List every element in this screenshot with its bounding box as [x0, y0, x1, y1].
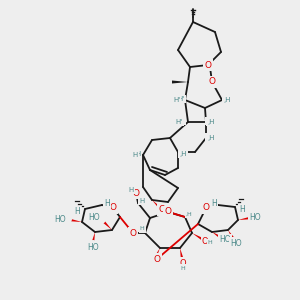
- Polygon shape: [172, 80, 188, 83]
- Text: H': H': [177, 96, 184, 102]
- Text: H': H': [173, 97, 180, 103]
- Text: O: O: [158, 206, 166, 214]
- Text: ,H: ,H: [223, 97, 231, 103]
- Text: H: H: [133, 152, 138, 158]
- Text: ,H: ,H: [223, 96, 231, 102]
- Text: H: H: [128, 187, 134, 193]
- Text: HO: HO: [230, 238, 242, 247]
- Text: O: O: [154, 254, 160, 263]
- Circle shape: [164, 208, 172, 216]
- Polygon shape: [228, 230, 234, 239]
- Text: HO: HO: [249, 212, 261, 221]
- Text: H: H: [208, 241, 212, 245]
- Circle shape: [202, 204, 210, 212]
- Text: O: O: [164, 208, 172, 217]
- Text: O: O: [110, 203, 116, 212]
- Polygon shape: [192, 233, 202, 240]
- Circle shape: [153, 255, 161, 263]
- Text: O: O: [208, 77, 215, 86]
- Text: HO: HO: [87, 242, 99, 251]
- Text: H: H: [104, 199, 110, 208]
- Polygon shape: [162, 209, 185, 217]
- Text: ,H: ,H: [207, 135, 215, 141]
- Text: HO: HO: [88, 214, 100, 223]
- Text: ,H: ,H: [179, 151, 187, 157]
- Circle shape: [158, 206, 166, 214]
- Text: O: O: [205, 61, 212, 70]
- Circle shape: [109, 204, 117, 212]
- Circle shape: [204, 61, 212, 69]
- Text: ,H: ,H: [207, 119, 215, 125]
- Text: O: O: [180, 259, 186, 268]
- Text: O: O: [202, 236, 208, 245]
- Polygon shape: [154, 248, 160, 259]
- Text: O: O: [133, 188, 140, 197]
- Text: O: O: [202, 203, 209, 212]
- Text: H: H: [211, 199, 217, 208]
- Polygon shape: [70, 219, 82, 222]
- Text: ,H: ,H: [186, 212, 192, 217]
- Text: H': H': [178, 118, 185, 124]
- Text: H: H: [74, 208, 80, 217]
- Circle shape: [179, 257, 187, 265]
- Text: H: H: [140, 198, 145, 204]
- Text: H': H': [176, 119, 183, 125]
- Circle shape: [88, 240, 98, 250]
- Polygon shape: [238, 217, 250, 220]
- Polygon shape: [180, 248, 183, 258]
- Circle shape: [230, 237, 240, 247]
- Circle shape: [96, 214, 106, 224]
- Text: O: O: [130, 229, 136, 238]
- Circle shape: [62, 214, 72, 224]
- Text: H: H: [135, 151, 141, 157]
- Text: HO: HO: [54, 214, 66, 224]
- Polygon shape: [103, 221, 112, 230]
- Circle shape: [129, 229, 137, 237]
- Text: ,H: ,H: [206, 118, 214, 124]
- Circle shape: [208, 78, 216, 86]
- Polygon shape: [152, 200, 163, 211]
- Text: H: H: [181, 266, 185, 271]
- Text: ,H: ,H: [206, 134, 214, 140]
- Polygon shape: [212, 232, 221, 238]
- Text: H: H: [140, 226, 144, 232]
- Text: H: H: [239, 206, 245, 214]
- Polygon shape: [92, 232, 95, 242]
- Circle shape: [201, 237, 209, 245]
- Circle shape: [132, 189, 140, 197]
- Text: HO: HO: [219, 236, 231, 244]
- Circle shape: [249, 212, 259, 222]
- Circle shape: [219, 234, 229, 244]
